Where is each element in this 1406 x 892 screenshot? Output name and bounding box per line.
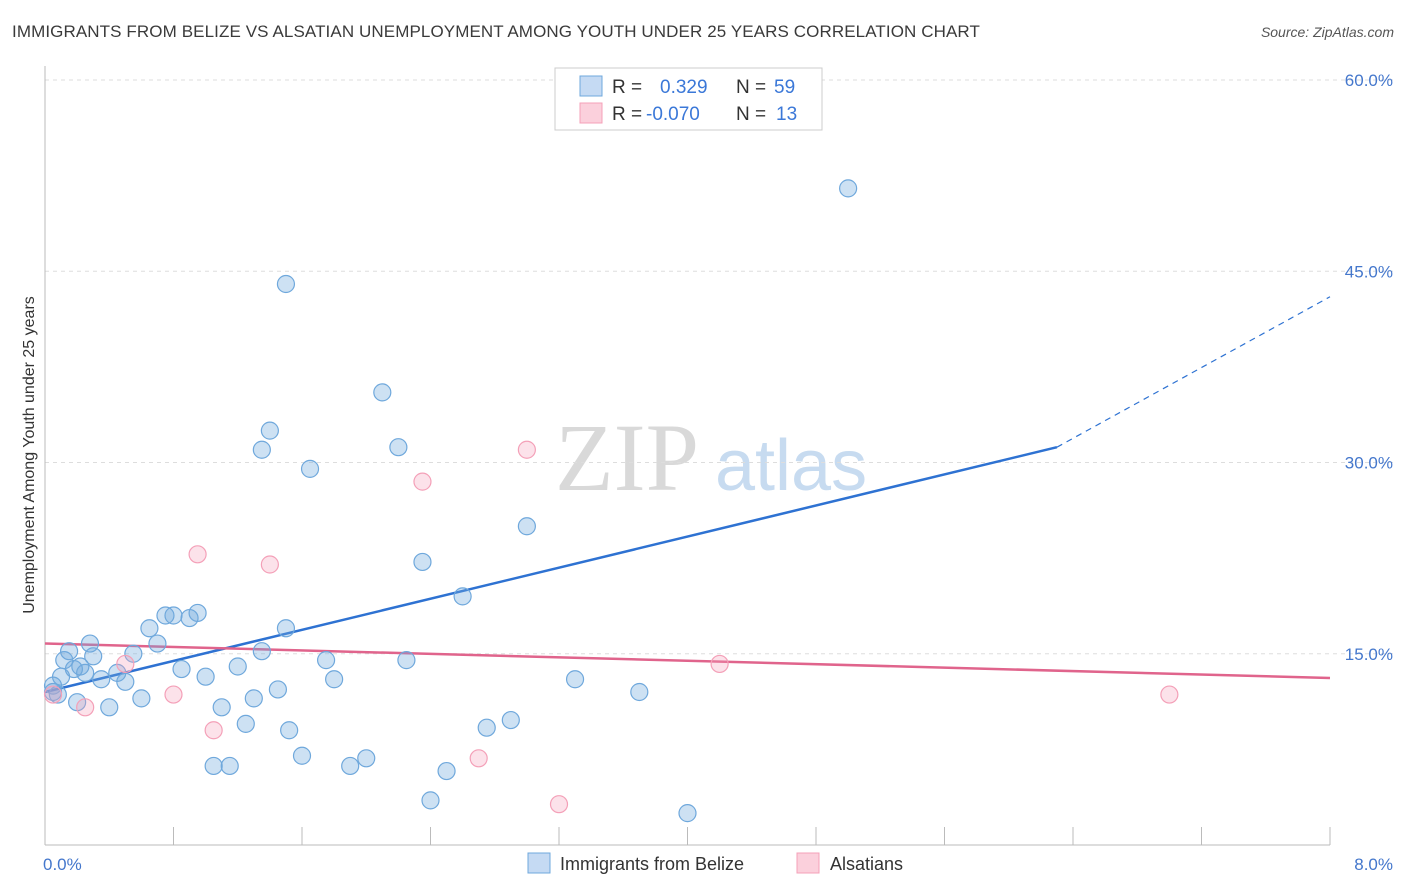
point-belize <box>280 721 299 740</box>
point-alsatian <box>413 472 432 491</box>
point-belize <box>373 383 392 402</box>
point-belize <box>59 642 79 661</box>
point-belize <box>413 552 432 572</box>
legend-swatch-pink <box>579 102 603 124</box>
bottom-legend-swatch-blue <box>527 852 551 874</box>
point-alsatian <box>469 749 488 768</box>
data-points <box>43 179 1179 823</box>
point-belize <box>76 663 95 682</box>
chart-title: IMMIGRANTS FROM BELIZE VS ALSATIAN UNEMP… <box>12 22 980 41</box>
point-belize <box>252 642 271 661</box>
bottom-legend-label-2: Alsatians <box>830 854 903 874</box>
point-belize <box>252 440 271 459</box>
point-belize <box>839 179 858 198</box>
point-belize <box>228 657 247 676</box>
point-belize <box>148 634 167 653</box>
point-belize <box>116 672 135 691</box>
legend-r-value-2: -0.070 <box>646 104 700 125</box>
point-belize <box>397 651 416 670</box>
point-alsatian <box>260 555 279 574</box>
point-belize <box>212 698 231 717</box>
point-belize <box>565 670 585 689</box>
point-belize <box>630 682 649 702</box>
source-label: Source: ZipAtlas.com <box>1260 24 1394 40</box>
legend-n-label-1: N = <box>736 77 766 98</box>
point-belize <box>517 517 536 536</box>
trendline-alsatians <box>44 642 1331 680</box>
watermark-zip: ZIP <box>555 404 699 511</box>
point-alsatian <box>76 698 95 717</box>
point-belize <box>244 689 263 708</box>
point-belize <box>276 274 296 294</box>
point-alsatian <box>204 721 223 740</box>
point-belize <box>188 603 207 623</box>
legend-n-value-1: 59 <box>774 77 795 98</box>
y-axis-label: Unemployment Among Youth under 25 years <box>21 296 38 614</box>
legend-swatch-blue <box>579 75 603 97</box>
y-tick-label: 60.0% <box>1345 71 1393 90</box>
point-belize <box>84 647 103 666</box>
bottom-legend-swatch-pink <box>796 852 820 874</box>
point-belize <box>196 667 215 686</box>
point-belize <box>236 714 255 733</box>
point-belize <box>453 587 472 606</box>
trendline-belize <box>44 445 1058 694</box>
legend-r-label-2: R = <box>612 104 642 125</box>
point-belize <box>389 438 408 457</box>
x-tick-label-max: 8.0% <box>1354 855 1393 874</box>
watermark-atlas: atlas <box>715 426 867 506</box>
point-belize <box>316 651 336 670</box>
point-belize <box>477 718 496 737</box>
point-belize <box>276 619 296 638</box>
point-belize <box>48 685 67 704</box>
y-tick-label: 45.0% <box>1345 262 1393 281</box>
point-belize <box>92 670 111 689</box>
point-belize <box>260 421 279 440</box>
legend: R = 0.329 N = 59 R = -0.070 N = 13 <box>554 67 823 131</box>
point-belize <box>172 659 191 679</box>
point-alsatian <box>188 545 207 564</box>
y-tick-label: 30.0% <box>1345 454 1393 473</box>
point-belize <box>437 761 456 781</box>
point-alsatian <box>116 654 135 674</box>
point-belize <box>501 710 520 730</box>
legend-r-label-1: R = <box>612 77 642 98</box>
point-belize <box>421 791 440 810</box>
point-belize <box>325 670 344 689</box>
point-alsatian <box>517 440 536 459</box>
point-alsatian <box>164 685 183 704</box>
point-belize <box>100 698 119 717</box>
legend-n-value-2: 13 <box>776 104 797 125</box>
axes: 15.0% 30.0% 45.0% 60.0% 0.0% 8.0% <box>43 66 1393 874</box>
point-belize <box>140 619 159 638</box>
point-alsatian <box>1160 685 1179 704</box>
legend-r-value-1: 0.329 <box>660 77 708 98</box>
point-belize <box>292 746 312 765</box>
point-belize <box>132 689 151 708</box>
point-belize <box>341 756 360 776</box>
bottom-legend-label-1: Immigrants from Belize <box>560 854 744 874</box>
bottom-legend: Immigrants from Belize Alsatians <box>527 852 903 874</box>
grid <box>45 79 1395 655</box>
point-belize <box>678 804 697 823</box>
trendline-belize-projection <box>1056 296 1331 448</box>
trendlines <box>44 296 1331 694</box>
point-alsatian <box>43 685 63 704</box>
point-belize <box>204 756 223 776</box>
y-tick-label: 15.0% <box>1345 645 1393 664</box>
x-tick-label-min: 0.0% <box>43 855 82 874</box>
point-alsatian <box>549 795 569 814</box>
point-belize <box>164 606 183 625</box>
point-alsatian <box>710 654 729 674</box>
point-belize <box>268 680 288 699</box>
point-belize <box>357 749 376 768</box>
point-belize <box>220 756 239 776</box>
point-belize <box>300 459 320 478</box>
legend-n-label-2: N = <box>736 104 766 125</box>
